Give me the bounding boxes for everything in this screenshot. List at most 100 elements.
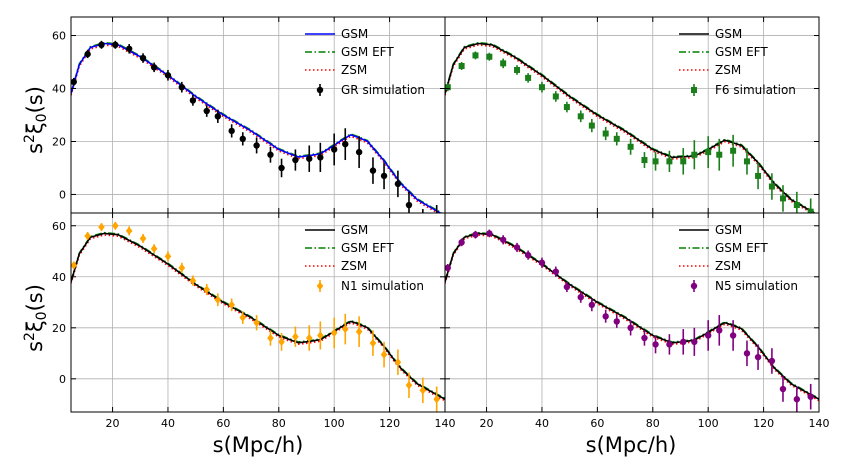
x-tick-label: 40 bbox=[535, 417, 549, 430]
simulation-point bbox=[716, 151, 723, 158]
x-axis-label-left: s(Mpc/h) bbox=[213, 433, 304, 457]
y-tick-label: 60 bbox=[52, 220, 66, 233]
legend-label: ZSM bbox=[341, 63, 367, 77]
x-tick-label: 100 bbox=[698, 417, 719, 430]
simulation-point bbox=[445, 84, 451, 91]
legend-label: GSM bbox=[341, 223, 368, 237]
simulation-point bbox=[514, 66, 521, 73]
simulation-point bbox=[691, 151, 698, 158]
simulation-point bbox=[680, 338, 687, 346]
x-tick-label: 100 bbox=[324, 417, 345, 430]
simulation-point bbox=[666, 341, 673, 348]
simulation-point bbox=[729, 332, 737, 339]
simulation-point bbox=[563, 104, 570, 111]
x-tick-label: 60 bbox=[216, 417, 230, 430]
simulation-point bbox=[524, 251, 532, 259]
gsm-line bbox=[71, 42, 442, 213]
simulation-point bbox=[292, 332, 299, 341]
x-tick-label: 140 bbox=[435, 417, 456, 430]
legend-label: GR simulation bbox=[341, 83, 425, 97]
y-tick-label: 40 bbox=[52, 271, 66, 284]
simulation-point bbox=[793, 202, 800, 209]
simulation-point bbox=[98, 222, 105, 232]
simulation-point bbox=[588, 301, 596, 309]
x-tick-label: 40 bbox=[161, 417, 175, 430]
simulation-point bbox=[613, 318, 620, 325]
legend-swatch-marker bbox=[316, 281, 324, 291]
simulation-point bbox=[458, 63, 465, 69]
y-tick-label: 60 bbox=[52, 30, 66, 43]
simulation-point bbox=[253, 142, 260, 149]
panel-n1: 0 20 40 60 20 40 60 80 100 120 140 GSM GSM EFT ZSM N1 … bbox=[52, 212, 456, 430]
simulation-point bbox=[278, 337, 285, 347]
legend: GSM GSM EFT ZSM N5 simulation bbox=[679, 223, 798, 293]
legend-label: GSM bbox=[715, 223, 742, 237]
simulation-point bbox=[150, 244, 158, 253]
legend-swatch-marker bbox=[316, 86, 324, 94]
simulation-point bbox=[602, 130, 609, 137]
legend-label: F6 simulation bbox=[715, 83, 796, 97]
x-tick-label: 20 bbox=[480, 417, 494, 430]
simulation-point bbox=[306, 155, 313, 162]
simulation-point bbox=[228, 127, 235, 135]
simulation-point bbox=[317, 154, 324, 161]
simulation-point bbox=[691, 338, 698, 346]
legend-label: GSM EFT bbox=[715, 45, 768, 59]
simulation-point bbox=[807, 208, 814, 213]
x-tick-label: 80 bbox=[272, 417, 286, 430]
simulation-point bbox=[84, 50, 91, 58]
simulation-point bbox=[563, 283, 571, 291]
simulation-point bbox=[214, 295, 222, 304]
simulation-point bbox=[292, 156, 299, 164]
simulation-point bbox=[253, 318, 260, 327]
panel-gr: 0 20 40 60 GSM GSM EFT ZSM GR simulation bbox=[52, 16, 446, 214]
y-tick-label: 0 bbox=[59, 373, 66, 386]
legend-label: GSM EFT bbox=[341, 45, 394, 59]
simulation-point bbox=[627, 324, 634, 332]
legend-label: ZSM bbox=[341, 259, 367, 273]
simulation-point bbox=[588, 122, 595, 129]
x-tick-label: 120 bbox=[379, 417, 400, 430]
simulation-point bbox=[577, 293, 584, 301]
simulation-point bbox=[793, 396, 801, 403]
simulation-point bbox=[369, 338, 377, 348]
simulation-point bbox=[380, 350, 388, 359]
x-axis-label-right: s(Mpc/h) bbox=[586, 433, 677, 457]
simulation-point bbox=[189, 276, 197, 285]
gsm-line bbox=[445, 232, 819, 400]
simulation-point bbox=[704, 332, 712, 339]
simulation-point bbox=[730, 147, 737, 154]
zsm-line bbox=[71, 44, 440, 213]
simulation-point bbox=[380, 172, 388, 180]
legend-swatch-marker bbox=[691, 87, 697, 93]
legend-label: N1 simulation bbox=[341, 279, 424, 293]
simulation-point bbox=[267, 333, 274, 343]
x-tick-label: 120 bbox=[753, 417, 774, 430]
x-tick-label: 80 bbox=[646, 417, 660, 430]
legend-label: N5 simulation bbox=[715, 279, 798, 293]
simulation-point bbox=[355, 148, 363, 156]
y-tick-label: 0 bbox=[59, 188, 66, 201]
simulation-point bbox=[394, 180, 402, 188]
legend-label: GSM EFT bbox=[715, 241, 768, 255]
simulation-point bbox=[472, 231, 479, 238]
simulation-point bbox=[754, 353, 762, 361]
legend-label: GSM bbox=[715, 27, 742, 41]
simulation-point bbox=[743, 350, 751, 357]
simulation-point bbox=[139, 234, 147, 243]
simulation-point bbox=[239, 135, 246, 143]
simulation-point bbox=[239, 313, 247, 322]
legend-label: ZSM bbox=[715, 259, 741, 273]
y-tick-label: 20 bbox=[52, 135, 66, 148]
y-tick-label: 20 bbox=[52, 322, 66, 335]
gsm-line bbox=[445, 42, 816, 213]
simulation-point bbox=[125, 45, 133, 52]
simulation-point bbox=[602, 313, 609, 320]
simulation-point bbox=[214, 113, 222, 120]
simulation-point bbox=[433, 395, 440, 404]
simulation-point bbox=[178, 263, 186, 273]
simulation-point bbox=[112, 221, 119, 230]
simulation-point bbox=[499, 236, 507, 243]
simulation-point bbox=[779, 195, 786, 202]
